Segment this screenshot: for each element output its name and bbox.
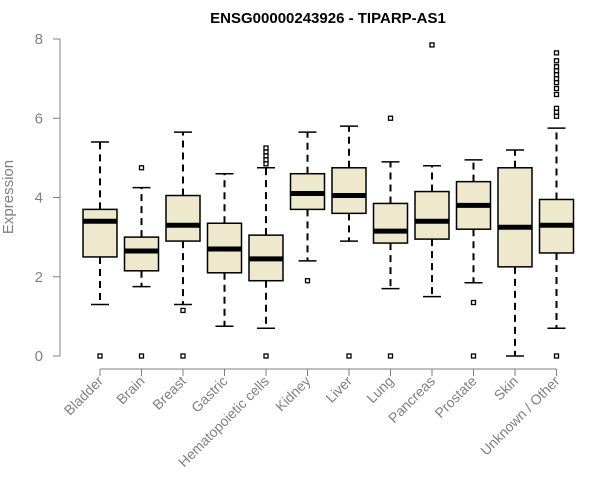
outlier-point (138, 353, 145, 359)
y-tick-label: 0 (35, 348, 43, 365)
y-tick-label: 4 (35, 190, 43, 207)
x-tick-label: Prostate (431, 373, 479, 421)
outlier-point (553, 91, 560, 98)
iqr-box (165, 194, 201, 242)
outlier-point (553, 85, 560, 92)
outlier-point (180, 353, 186, 359)
outlier-point (470, 299, 477, 306)
box-group (331, 125, 367, 359)
box-series (82, 42, 575, 359)
outlier-point (553, 105, 560, 111)
x-tick-label: Liver (322, 373, 355, 406)
outlier-point (553, 353, 560, 359)
outlier-point (387, 115, 394, 121)
outlier-point (346, 353, 352, 359)
x-tick-label: Lung (363, 373, 396, 406)
box-group (414, 42, 450, 298)
y-tick-label: 6 (35, 110, 43, 127)
x-tick-label: Unknown / Other (477, 373, 563, 459)
box-group (248, 145, 284, 359)
outlier-point (97, 353, 103, 359)
iqr-box (414, 190, 450, 240)
box-group (123, 165, 160, 359)
x-tick-label: Bladder (61, 373, 107, 419)
iqr-box (331, 167, 367, 215)
outlier-point (553, 58, 560, 64)
box-group (497, 149, 533, 357)
box-group (289, 131, 326, 284)
box-group (372, 115, 409, 359)
y-axis-label: Expression (0, 160, 17, 234)
box-group (82, 141, 118, 359)
y-tick-label: 8 (35, 31, 43, 48)
outlier-point (304, 278, 311, 284)
y-axis: 0 2 4 6 8 (35, 31, 61, 365)
outlier-point (553, 64, 560, 70)
iqr-box (82, 208, 118, 258)
y-tick-label: 2 (35, 269, 43, 286)
x-tick-label: Breast (149, 373, 189, 413)
outlier-point (387, 353, 394, 359)
chart-title: ENSG00000243926 - TIPARP-AS1 (210, 10, 446, 27)
box-group (206, 172, 243, 328)
outlier-point (263, 145, 269, 151)
box-group (165, 131, 201, 359)
outlier-point (553, 50, 560, 56)
iqr-box (123, 236, 160, 272)
x-tick-label: Kidney (272, 373, 314, 415)
box-group (455, 159, 492, 359)
outlier-point (180, 307, 186, 314)
box-group (538, 50, 575, 359)
outlier-point (429, 42, 435, 48)
outlier-point (263, 353, 269, 359)
x-tick-label: Skin (491, 373, 522, 404)
x-tick-label: Brain (113, 373, 147, 407)
iqr-box (372, 202, 409, 244)
outlier-point (138, 165, 145, 171)
iqr-box (497, 167, 533, 268)
outlier-point (470, 353, 477, 359)
